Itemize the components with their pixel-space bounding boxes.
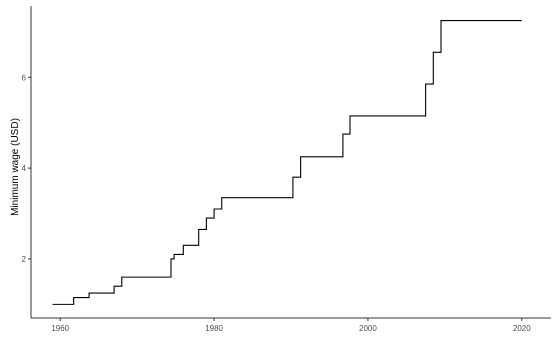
x-tick-label: 1960 [51, 324, 69, 333]
x-tick-label: 2000 [359, 324, 377, 333]
y-tick-label: 4 [22, 164, 27, 173]
x-axis-ticks: 1960 1980 2000 2020 [51, 318, 531, 333]
y-axis-title: Minimum wage (USD) [10, 118, 21, 216]
y-tick-label: 2 [22, 255, 27, 264]
x-tick-label: 2020 [513, 324, 531, 333]
y-tick-label: 6 [22, 73, 27, 82]
axes [30, 6, 551, 319]
minimum-wage-step-line [52, 19, 522, 305]
y-axis-ticks: 2 4 6 [22, 73, 31, 264]
x-tick-label: 1980 [205, 324, 223, 333]
